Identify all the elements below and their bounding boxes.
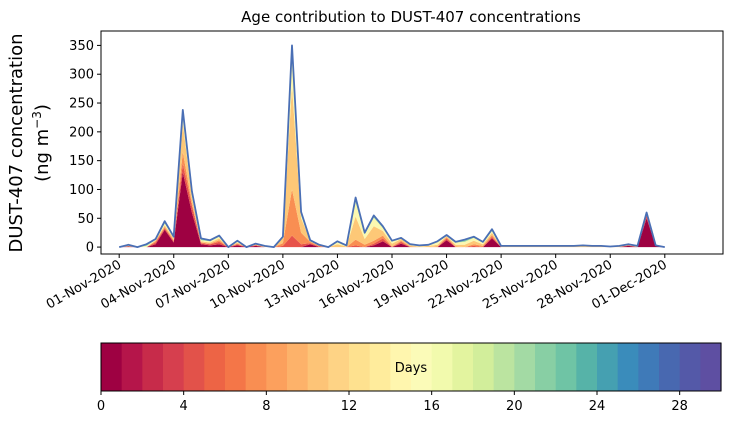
- colorbar: [101, 343, 722, 391]
- colorbar-segment-12: [349, 343, 371, 391]
- y-tick-label-50: 50: [77, 212, 94, 227]
- colorbar-segment-6: [225, 343, 247, 391]
- colorbar-segment-20: [514, 343, 536, 391]
- colorbar-segment-0: [101, 343, 123, 391]
- colorbar-segment-3: [163, 343, 185, 391]
- colorbar-segment-9: [287, 343, 309, 391]
- y-tick-label-300: 300: [69, 68, 94, 83]
- colorbar-segment-7: [245, 343, 267, 391]
- colorbar-segment-11: [328, 343, 350, 391]
- colorbar-tick-label-16: 16: [423, 399, 440, 414]
- colorbar-segment-10: [307, 343, 329, 391]
- y-tick-label-250: 250: [69, 97, 94, 112]
- colorbar-segment-17: [452, 343, 474, 391]
- y-tick-label-350: 350: [69, 39, 94, 54]
- y-axis-label-line2: (ng m−3): [30, 104, 53, 182]
- colorbar-frame: [100, 342, 722, 392]
- y-axis-label-unit-exponent: −3: [30, 111, 44, 129]
- y-tick-label-200: 200: [69, 125, 94, 140]
- colorbar-label: Days: [395, 361, 428, 376]
- colorbar-tick-label-20: 20: [506, 399, 523, 414]
- colorbar-tick-label-24: 24: [589, 399, 606, 414]
- colorbar-ticks: 0 4 8 12 16 20 24 28: [97, 391, 688, 414]
- colorbar-segment-22: [555, 343, 577, 391]
- y-axis-label-line1: DUST-407 concentration: [6, 33, 27, 252]
- colorbar-tick-label-4: 4: [180, 399, 188, 414]
- colorbar-segment-2: [142, 343, 164, 391]
- colorbar-segment-18: [473, 343, 495, 391]
- colorbar-segment-8: [266, 343, 288, 391]
- colorbar-segment-21: [535, 343, 557, 391]
- colorbar-segment-14: [390, 343, 412, 391]
- colorbar-segment-27: [659, 343, 681, 391]
- colorbar-tick-label-8: 8: [262, 399, 270, 414]
- colorbar-segment-23: [576, 343, 598, 391]
- y-tick-label-100: 100: [69, 183, 94, 198]
- colorbar-segment-29: [700, 343, 722, 391]
- y-axis-ticks: 0 50 100 150 200 250 300 350: [69, 39, 101, 256]
- colorbar-segment-15: [411, 343, 433, 391]
- colorbar-segment-16: [431, 343, 453, 391]
- colorbar-segment-26: [638, 343, 660, 391]
- colorbar-tick-label-12: 12: [341, 399, 358, 414]
- y-axis-label-unit-prefix: (ng m: [32, 129, 53, 182]
- total-outline-line: [118, 44, 665, 248]
- y-axis-label: DUST-407 concentration (ng m−3): [6, 33, 53, 252]
- colorbar-segment-13: [369, 343, 391, 391]
- y-tick-label-0: 0: [86, 241, 94, 256]
- colorbar-segment-5: [204, 343, 226, 391]
- colorbar-segment-19: [493, 343, 515, 391]
- colorbar-tick-label-28: 28: [671, 399, 688, 414]
- colorbar-segment-1: [121, 343, 143, 391]
- y-tick-label-150: 150: [69, 154, 94, 169]
- chart-title: Age contribution to DUST-407 concentrati…: [241, 8, 581, 26]
- colorbar-segment-4: [183, 343, 205, 391]
- colorbar-segment-28: [679, 343, 701, 391]
- stacked-area-series: [118, 44, 665, 248]
- colorbar-segment-25: [617, 343, 639, 391]
- y-axis-label-unit-suffix: ): [32, 104, 53, 111]
- plot-frame: [100, 30, 724, 255]
- colorbar-segment-24: [597, 343, 619, 391]
- colorbar-tick-label-0: 0: [97, 399, 105, 414]
